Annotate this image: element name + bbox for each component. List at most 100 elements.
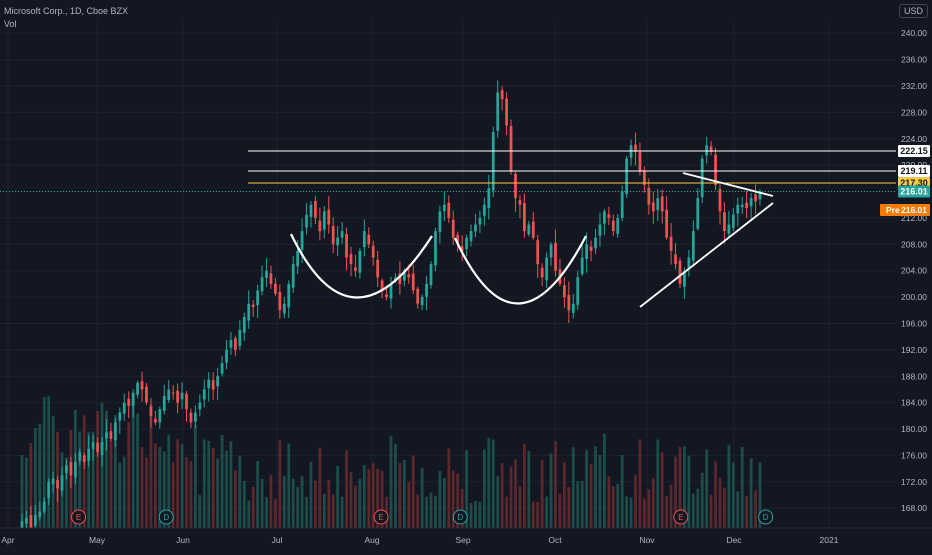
candle-body (420, 297, 424, 306)
candle-body (78, 452, 82, 461)
triangle-upper-line (682, 172, 774, 197)
candle-body (171, 392, 175, 394)
candle-body (665, 209, 669, 238)
volume-bar (411, 455, 415, 528)
volume-bar (420, 468, 424, 528)
event-marker-circle (158, 509, 174, 525)
volume-bar (563, 462, 566, 528)
candle-body (229, 339, 233, 348)
volume-bar (65, 457, 68, 528)
volume-bar (380, 470, 384, 528)
volume-bar (665, 496, 669, 528)
candle-body (278, 291, 282, 311)
candle-body (585, 244, 588, 259)
candle-body (643, 171, 646, 185)
volume-bar (465, 450, 468, 528)
volume-bar (616, 483, 620, 528)
dividend-marker: D (158, 509, 174, 525)
volume-bar (145, 457, 148, 528)
candle-body (251, 304, 255, 307)
volume-bar (251, 486, 255, 528)
candle-body (429, 264, 433, 286)
volume-bar (398, 463, 402, 528)
price-level-tag (898, 144, 930, 157)
y-tick-label: 184.00 (901, 398, 927, 408)
volume-bar (318, 447, 322, 528)
candle-body (331, 225, 335, 245)
candle-body (300, 231, 304, 250)
volume-bar (238, 455, 242, 528)
event-marker-circle (673, 509, 689, 525)
candle-body (247, 303, 251, 321)
price-level-tag (898, 185, 930, 198)
candle-body (509, 125, 513, 172)
y-tick-label: 188.00 (901, 371, 927, 381)
candle-body (33, 514, 37, 526)
x-tick-label: Apr (1, 535, 14, 545)
candle-body (56, 480, 59, 489)
volume-bar (247, 500, 251, 528)
volume-bar (594, 446, 597, 528)
candle-body (25, 518, 28, 524)
volume-bar (438, 470, 442, 528)
earnings-marker: E (373, 509, 389, 525)
candle-body (113, 422, 117, 441)
event-marker-label: E (678, 513, 683, 522)
candle-body (629, 145, 633, 158)
candle-body (136, 382, 139, 395)
candle-body (594, 237, 597, 249)
volume-bar (180, 444, 184, 528)
volume-bar (171, 462, 175, 528)
candle-body (758, 191, 762, 200)
candle-body (220, 363, 224, 374)
candle-body (545, 257, 548, 281)
volume-bar (709, 494, 713, 528)
candle-body (145, 386, 148, 403)
volume-bar (500, 462, 504, 528)
candle-body (460, 246, 464, 251)
candle-body (274, 283, 277, 294)
candle-body (660, 196, 664, 212)
candle-body (451, 219, 455, 238)
volume-bar (96, 410, 99, 528)
volume-bar (269, 474, 273, 528)
pre-market-value: 216.01 (901, 205, 927, 215)
x-tick-label: Nov (639, 535, 655, 545)
volume-bar (571, 447, 575, 528)
volume-bar (282, 475, 286, 528)
price-level-tag (898, 165, 930, 178)
candle-body (287, 283, 291, 308)
volume-bar (389, 435, 393, 528)
volume-bar (638, 439, 642, 528)
candle-body (749, 198, 753, 207)
volume-bar (274, 498, 277, 528)
volume-bar (162, 451, 166, 528)
volume-bar (131, 400, 135, 528)
volume-bar (540, 460, 544, 528)
volume-bar (42, 397, 46, 528)
currency-badge[interactable]: USD (898, 4, 928, 18)
candle-body (620, 191, 624, 219)
volume-bar (256, 461, 260, 528)
candle-body (322, 211, 326, 230)
y-tick-label: 228.00 (901, 107, 927, 117)
candle-body (598, 224, 602, 236)
price-level-label: 219.11 (900, 166, 927, 176)
candle-body (522, 202, 526, 232)
price-level-label: 222.15 (900, 146, 928, 156)
candle-body (469, 231, 473, 242)
candle-body (740, 204, 744, 208)
candle-body (709, 146, 713, 152)
candle-body (736, 204, 740, 214)
candle-body (714, 154, 717, 185)
candle-body (47, 481, 51, 498)
volume-bar (456, 473, 460, 528)
candle-body (696, 198, 700, 229)
volume-bar (327, 479, 331, 528)
candle-body (309, 204, 313, 217)
volume-bar (140, 446, 144, 528)
candle-body (87, 448, 91, 461)
candle-body (576, 277, 580, 305)
